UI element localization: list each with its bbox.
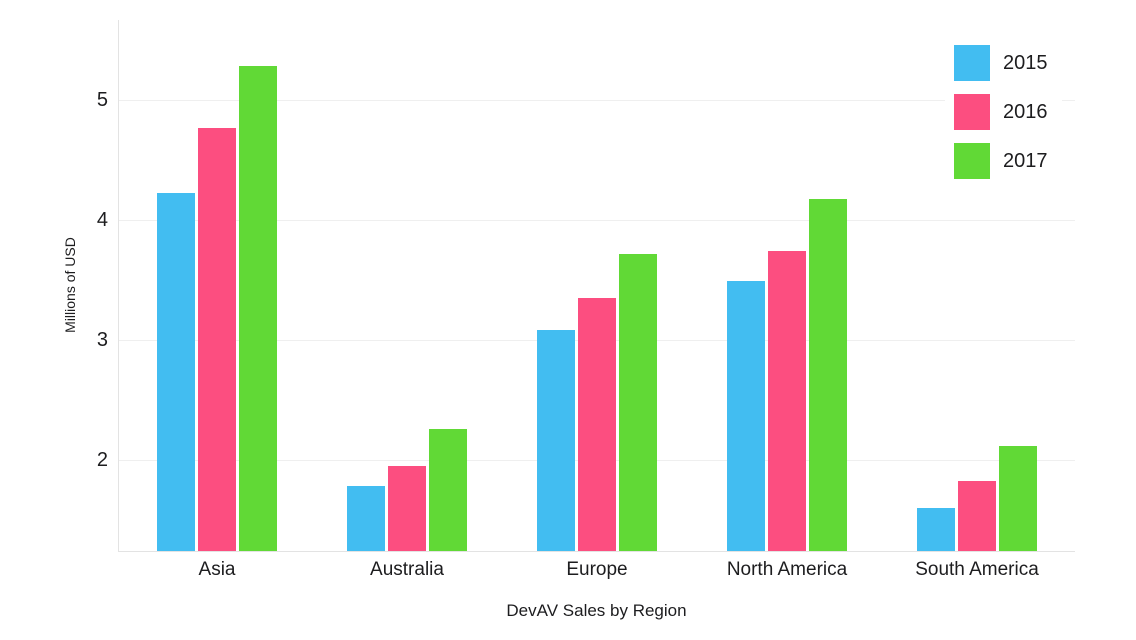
x-axis-title: DevAV Sales by Region	[506, 601, 687, 620]
legend-swatch-2016	[954, 94, 990, 130]
x-category-label-australia: Australia	[370, 559, 444, 580]
legend-item-2016: 2016	[954, 94, 1048, 130]
legend-label-2016: 2016	[1003, 100, 1048, 123]
bar-2017-europe	[619, 253, 657, 551]
legend-label-2015: 2015	[1003, 51, 1048, 74]
bar-2016-south-america	[958, 481, 996, 551]
bar-2015-asia	[157, 192, 195, 551]
bar-2016-europe	[578, 298, 616, 551]
y-axis-line	[118, 20, 119, 551]
legend-swatch-2017	[954, 143, 990, 179]
x-axis-line	[118, 551, 1075, 552]
x-category-label-asia: Asia	[198, 559, 236, 580]
y-tick-label-3: 3	[96, 329, 108, 352]
legend: 2015 2016 2017	[945, 33, 1062, 191]
bar-2017-south-america	[999, 445, 1037, 551]
bar-2016-north-america	[768, 251, 806, 551]
gridline-4	[118, 220, 1075, 222]
legend-label-2017: 2017	[1003, 149, 1048, 172]
bar-2017-australia	[429, 428, 467, 551]
legend-item-2015: 2015	[954, 45, 1048, 81]
bar-2015-north-america	[727, 281, 765, 551]
bar-2016-australia	[388, 465, 426, 551]
x-category-label-europe: Europe	[566, 559, 628, 580]
x-category-label-north-america: North America	[726, 559, 848, 580]
y-tick-label-5: 5	[96, 89, 108, 112]
bar-2017-north-america	[809, 198, 847, 551]
x-category-label-south-america: South America	[915, 559, 1039, 580]
bar-2017-asia	[239, 65, 277, 551]
y-tick-label-4: 4	[96, 209, 108, 232]
gridline-5	[118, 100, 1075, 102]
bar-2016-asia	[198, 127, 236, 551]
legend-swatch-2015	[954, 45, 990, 81]
legend-item-2017: 2017	[954, 143, 1048, 179]
bar-2015-europe	[537, 330, 575, 551]
bar-2015-south-america	[917, 507, 955, 551]
y-tick-label-2: 2	[96, 448, 108, 471]
bar-2015-australia	[347, 486, 385, 551]
